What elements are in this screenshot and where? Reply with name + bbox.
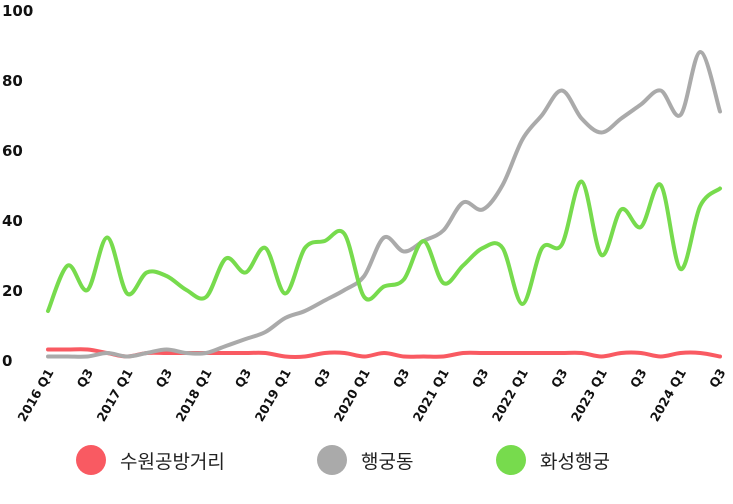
series-line-suwon-craft-street: [46, 347, 722, 359]
x-tick-label: Q3: [73, 366, 96, 390]
x-tick-label: 2016 Q1: [14, 366, 56, 424]
y-tick-label: 80: [2, 72, 23, 90]
y-tick-label: 60: [2, 142, 23, 160]
x-tick-label: 2022 Q1: [489, 366, 531, 424]
legend-item-suwon-craft-street: 수원공방거리: [76, 440, 225, 480]
x-tick-label: Q3: [311, 366, 334, 390]
x-tick-label: 2017 Q1: [93, 366, 135, 424]
x-tick-label: 2020 Q1: [331, 366, 373, 424]
legend-label: 수원공방거리: [120, 450, 225, 473]
y-tick-label: 100: [2, 2, 33, 20]
x-tick-label: 2019 Q1: [252, 366, 294, 424]
y-tick-label: 0: [2, 352, 12, 370]
x-tick-label: Q3: [153, 366, 176, 390]
x-tick-label: Q3: [627, 366, 650, 390]
legend-label: 행궁동: [361, 450, 414, 473]
legend-item-haenggung-dong: 행궁동: [317, 440, 413, 480]
x-tick-label: Q3: [390, 366, 413, 390]
x-tick-label: Q3: [548, 366, 571, 390]
x-tick-label: Q3: [469, 366, 492, 390]
x-tick-label: Q3: [706, 366, 729, 390]
y-tick-label: 40: [2, 212, 23, 230]
series-line-hwaseong-haenggung: [46, 179, 722, 313]
legend-item-hwaseong-haenggung: 화성행궁: [496, 440, 610, 480]
legend-swatch-icon: [496, 445, 526, 475]
x-tick-label: Q3: [232, 366, 255, 390]
x-tick-label: 2023 Q1: [568, 366, 610, 424]
legend-label: 화성행궁: [540, 450, 610, 473]
series-lines: [46, 49, 722, 359]
legend-swatch-icon: [76, 445, 106, 475]
y-tick-label: 20: [2, 282, 23, 300]
x-tick-label: 2018 Q1: [172, 366, 214, 424]
x-tick-label: 2024 Q1: [647, 366, 689, 424]
series-line-haenggung-dong: [46, 49, 722, 359]
legend-swatch-icon: [317, 445, 347, 475]
x-tick-label: 2021 Q1: [410, 366, 452, 424]
legend: 수원공방거리 행궁동 화성행궁: [0, 440, 733, 480]
y-axis: 0 20 40 60 80 100: [2, 2, 33, 370]
